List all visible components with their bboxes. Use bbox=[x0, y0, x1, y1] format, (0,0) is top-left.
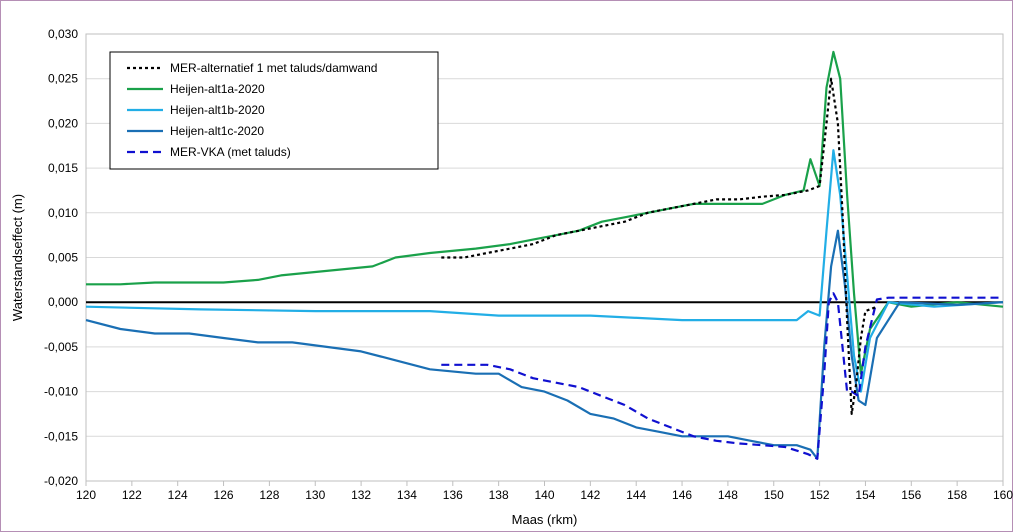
x-axis-ticks: 120 122 124 126 128 130 132 134 136 138 140 142 144 1… bbox=[76, 481, 1013, 502]
series-line bbox=[441, 292, 1003, 460]
legend-label: Heijen-alt1a-2020 bbox=[170, 82, 265, 96]
y-axis-title: Waterstandseffect (m) bbox=[10, 194, 25, 321]
legend-box bbox=[109, 51, 439, 170]
x-tick-label: 132 bbox=[351, 488, 371, 502]
series-line bbox=[85, 149, 1004, 393]
x-tick-label: 142 bbox=[580, 488, 600, 502]
x-tick-label: 146 bbox=[672, 488, 692, 502]
x-tick-label: 136 bbox=[443, 488, 463, 502]
x-tick-label: 148 bbox=[718, 488, 738, 502]
legend-label: MER-alternatief 1 met taluds/damwand bbox=[170, 61, 377, 75]
x-tick-label: 154 bbox=[855, 488, 875, 502]
y-tick-label: 0,010 bbox=[48, 206, 78, 220]
x-tick-label: 150 bbox=[764, 488, 784, 502]
legend-label: Heijen-alt1c-2020 bbox=[170, 124, 264, 138]
x-tick-label: 122 bbox=[122, 488, 142, 502]
legend: MER-alternatief 1 met taluds/damwand Heij… bbox=[109, 51, 439, 170]
y-axis-ticks: 0,030 0,025 0,020 0,015 0,010 0,005 0,000 -0,00… bbox=[44, 27, 78, 488]
x-tick-label: 156 bbox=[901, 488, 921, 502]
y-tick-label: 0,030 bbox=[48, 27, 78, 41]
x-tick-label: 126 bbox=[214, 488, 234, 502]
x-tick-label: 128 bbox=[259, 488, 279, 502]
y-tick-label: 0,005 bbox=[48, 251, 78, 265]
x-tick-label: 152 bbox=[810, 488, 830, 502]
x-tick-label: 134 bbox=[397, 488, 417, 502]
series-group bbox=[85, 50, 1004, 460]
x-tick-label: 124 bbox=[168, 488, 188, 502]
series-line bbox=[85, 229, 1004, 460]
x-tick-label: 138 bbox=[489, 488, 509, 502]
x-tick-label: 160 bbox=[993, 488, 1013, 502]
y-tick-label: -0,010 bbox=[44, 385, 78, 399]
x-tick-label: 158 bbox=[947, 488, 967, 502]
y-tick-label: 0,025 bbox=[48, 72, 78, 86]
x-tick-label: 120 bbox=[76, 488, 96, 502]
y-tick-label: 0,000 bbox=[48, 295, 78, 309]
x-tick-label: 144 bbox=[626, 488, 646, 502]
y-tick-label: 0,015 bbox=[48, 161, 78, 175]
legend-label: Heijen-alt1b-2020 bbox=[170, 103, 265, 117]
x-tick-label: 130 bbox=[305, 488, 325, 502]
x-axis-title: Maas (rkm) bbox=[512, 512, 578, 527]
y-tick-label: 0,020 bbox=[48, 116, 78, 130]
y-tick-label: -0,015 bbox=[44, 429, 78, 443]
x-tick-label: 140 bbox=[534, 488, 554, 502]
y-tick-label: -0,005 bbox=[44, 340, 78, 354]
series-line bbox=[441, 77, 878, 415]
y-tick-label: -0,020 bbox=[44, 474, 78, 488]
legend-label: MER-VKA (met taluds) bbox=[170, 145, 291, 159]
